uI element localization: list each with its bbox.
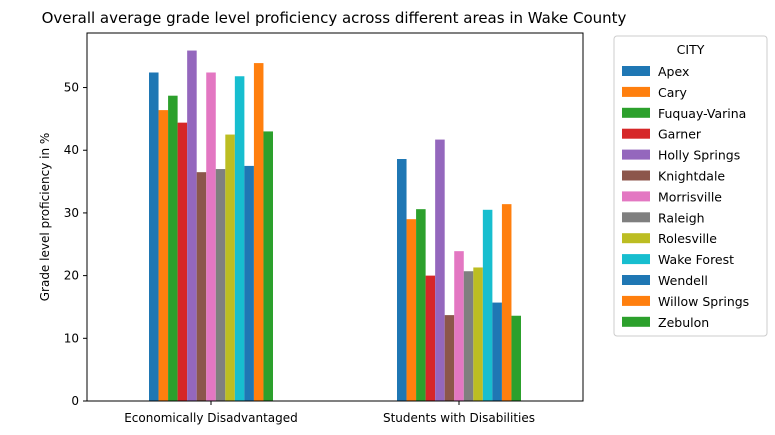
legend-label: Rolesville xyxy=(658,231,717,246)
legend-swatch xyxy=(622,295,650,306)
legend-swatch xyxy=(622,66,650,76)
bar-raleigh xyxy=(463,271,474,401)
legend-swatch xyxy=(622,275,650,285)
bar-morrisville xyxy=(454,251,464,401)
bar-wendell xyxy=(244,165,254,401)
legend-swatch xyxy=(622,170,650,181)
legend-swatch xyxy=(622,107,650,118)
bar-rolesville xyxy=(225,134,235,401)
chart-title: Overall average grade level proficiency … xyxy=(42,9,627,27)
bar-knightdale xyxy=(196,172,207,401)
legend-label: Morrisville xyxy=(658,189,722,204)
legend-label: Wendell xyxy=(658,273,708,288)
plot-area: 0 10 20 30 40 50 Economically Disadvantaged Stu… xyxy=(64,50,535,425)
bar-garner xyxy=(425,275,436,401)
bar-apex xyxy=(397,159,407,401)
bar-morrisville xyxy=(206,72,216,402)
legend-swatch xyxy=(622,128,650,139)
bar-garner xyxy=(177,122,188,402)
bar-holly-springs xyxy=(187,50,197,402)
legend-swatch xyxy=(622,86,650,97)
bar-wake-forest xyxy=(234,76,245,402)
x-tick-label: Students with Disabilities xyxy=(383,411,535,425)
bar-raleigh xyxy=(215,169,226,401)
y-tick-label: 0 xyxy=(71,394,79,408)
legend-label: Zebulon xyxy=(658,315,709,330)
y-tick-label: 50 xyxy=(64,81,79,95)
legend-swatch xyxy=(622,316,650,327)
bar-zebulon xyxy=(511,315,521,401)
legend-label: Raleigh xyxy=(658,210,705,225)
legend-swatch xyxy=(622,212,650,223)
bar-willow-springs xyxy=(253,63,264,402)
legend-label: Knightdale xyxy=(658,169,725,184)
bar-zebulon xyxy=(263,131,273,401)
bar-wendell xyxy=(492,302,502,401)
bar-wake-forest xyxy=(482,209,493,401)
legend-label: Wake Forest xyxy=(658,252,734,267)
legend-title: CITY xyxy=(677,42,705,57)
y-tick-label: 30 xyxy=(64,206,79,220)
legend-label: Willow Springs xyxy=(658,294,749,309)
bar-cary xyxy=(406,219,417,401)
legend-swatch xyxy=(622,149,650,160)
y-tick-label: 10 xyxy=(64,331,79,345)
bar-holly-springs xyxy=(435,139,445,401)
bar-fuquay-varina xyxy=(416,209,426,401)
legend-swatch xyxy=(622,191,650,202)
y-tick-label: 40 xyxy=(64,143,79,157)
legend-label: Apex xyxy=(658,64,689,79)
legend-label: Fuquay-Varina xyxy=(658,106,746,121)
legend: CITY Apex Cary Fuquay-Varina Garner Holly Spr… xyxy=(613,35,768,337)
legend-swatch xyxy=(622,254,650,265)
plot-frame xyxy=(86,32,584,402)
bar-fuquay-varina xyxy=(168,95,178,401)
y-axis-label: Grade level proficiency in % xyxy=(38,133,52,302)
bar-knightdale xyxy=(444,315,455,401)
bar-apex xyxy=(149,72,159,402)
bar-cary xyxy=(158,110,169,402)
legend-swatch xyxy=(622,233,650,244)
legend-frame xyxy=(613,35,768,337)
x-tick-label: Economically Disadvantaged xyxy=(124,411,298,425)
legend-label: Cary xyxy=(658,85,688,100)
bar-rolesville xyxy=(473,267,483,401)
y-tick-label: 20 xyxy=(64,269,79,283)
legend-label: Holly Springs xyxy=(658,148,740,163)
bar-willow-springs xyxy=(501,204,512,401)
legend-label: Garner xyxy=(658,127,702,142)
